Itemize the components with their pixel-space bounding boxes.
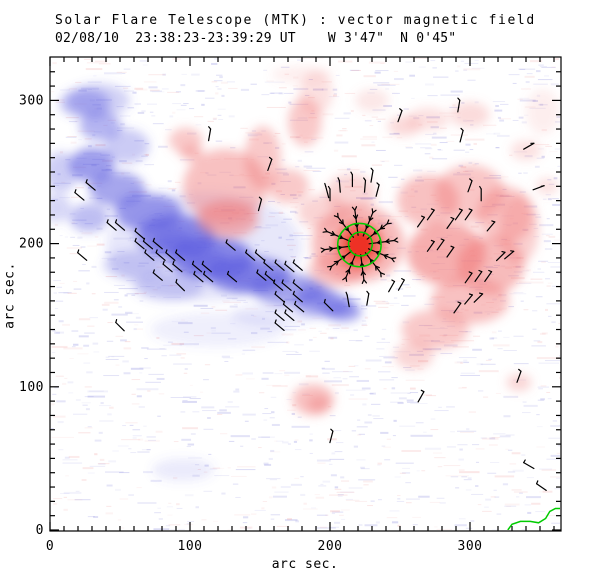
y-tick-label: 200 — [19, 237, 44, 252]
negative-polarity-layer — [51, 83, 363, 482]
x-tick-label: 100 — [178, 539, 203, 554]
figure-subtitle: 02/08/10 23:38:23-23:39:29 UT W 3'47" N … — [55, 31, 457, 46]
sunspot — [335, 221, 384, 269]
tick-labels: 0 100 200 300 0 100 200 300 — [19, 93, 482, 554]
y-tick-label: 300 — [19, 93, 44, 108]
y-tick-label: 100 — [19, 380, 44, 395]
figure-title: Solar Flare Telescope (MTK) : vector mag… — [55, 13, 536, 28]
y-tick-label: 0 — [36, 523, 44, 538]
y-axis-label: arc sec. — [2, 262, 18, 329]
x-tick-label: 300 — [458, 539, 483, 554]
axis-frame — [49, 56, 562, 532]
x-tick-label: 200 — [318, 539, 343, 554]
positive-polarity-layer — [169, 66, 560, 416]
limb-contour — [507, 507, 560, 530]
x-axis-label: arc sec. — [271, 557, 339, 572]
contour-layer — [336, 222, 560, 530]
x-tick-label: 0 — [46, 539, 54, 554]
vector-field-layer — [74, 97, 547, 491]
